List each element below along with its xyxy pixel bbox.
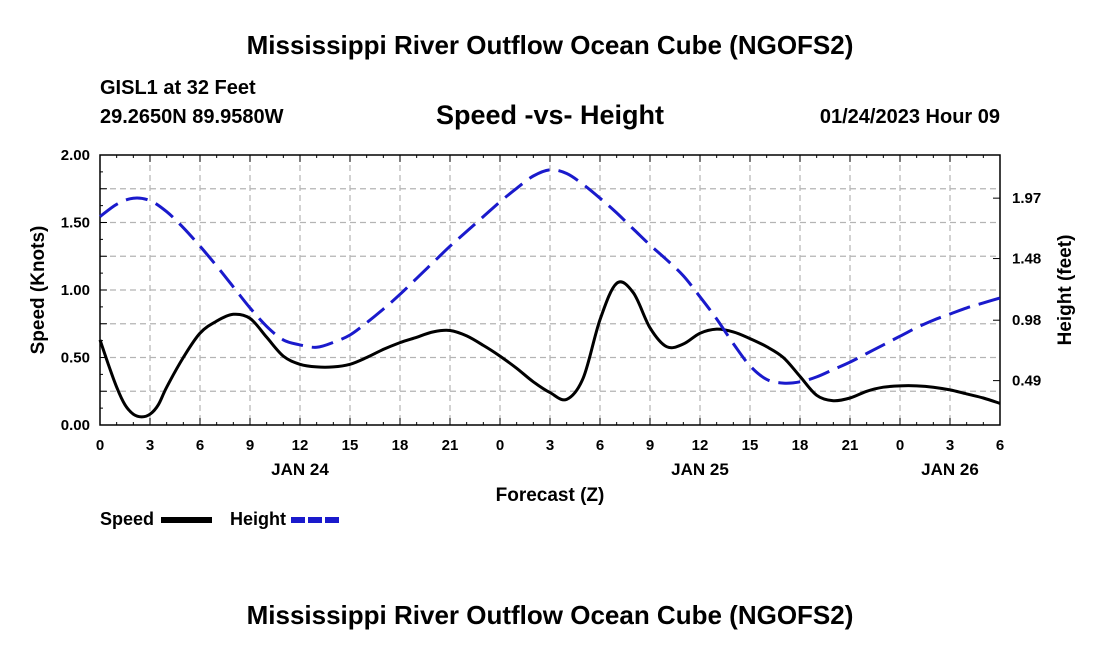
y2-tick-label: 0.49 bbox=[1012, 373, 1041, 390]
date-label: JAN 26 bbox=[921, 460, 979, 479]
series-line-height bbox=[99, 168, 1001, 385]
x-tick-label: 6 bbox=[996, 437, 1004, 454]
date-label: JAN 24 bbox=[271, 460, 329, 479]
y-tick-label: 0.50 bbox=[61, 350, 90, 367]
x-tick-label: 18 bbox=[792, 437, 809, 454]
date-label: JAN 25 bbox=[671, 460, 729, 479]
station-name: GISL1 at 32 Feet bbox=[100, 77, 256, 99]
forecast-time: 01/24/2023 Hour 09 bbox=[819, 106, 1000, 128]
page-title-repeat: Mississippi River Outflow Ocean Cube (NG… bbox=[246, 600, 854, 630]
x-tick-label: 0 bbox=[96, 437, 104, 454]
x-tick-label: 15 bbox=[342, 437, 359, 454]
y2-tick-label: 1.48 bbox=[1012, 251, 1041, 268]
legend-speed-label: Speed bbox=[100, 509, 155, 529]
y2-tick-label: 0.98 bbox=[1012, 312, 1041, 329]
y-tick-label: 1.50 bbox=[61, 215, 90, 232]
x-tick-label: 3 bbox=[946, 437, 954, 454]
x-tick-label: 18 bbox=[392, 437, 409, 454]
station-coordinates: 29.2650N 89.9580W bbox=[100, 106, 284, 128]
y2-axis-title: Height (feet) bbox=[1055, 235, 1076, 346]
series-line-speed bbox=[98, 280, 1001, 419]
x-tick-label: 9 bbox=[646, 437, 654, 454]
y-tick-label: 1.00 bbox=[61, 282, 90, 299]
x-tick-label: 21 bbox=[842, 437, 859, 454]
x-tick-label: 9 bbox=[246, 437, 254, 454]
x-tick-label: 12 bbox=[292, 437, 309, 454]
x-tick-label: 12 bbox=[692, 437, 709, 454]
legend-height-label: Height bbox=[230, 509, 286, 529]
y-axis-title: Speed (Knots) bbox=[28, 226, 49, 355]
x-tick-label: 3 bbox=[546, 437, 554, 454]
x-tick-label: 21 bbox=[442, 437, 459, 454]
x-tick-label: 6 bbox=[596, 437, 604, 454]
x-tick-label: 6 bbox=[196, 437, 204, 454]
x-tick-label: 15 bbox=[742, 437, 759, 454]
y-tick-label: 2.00 bbox=[61, 147, 90, 164]
x-tick-label: 3 bbox=[146, 437, 154, 454]
page-title: Mississippi River Outflow Ocean Cube (NG… bbox=[246, 30, 854, 60]
x-tick-label: 0 bbox=[496, 437, 504, 454]
y-tick-label: 0.00 bbox=[61, 417, 90, 434]
chart-title: Speed -vs- Height bbox=[435, 100, 665, 130]
x-tick-label: 0 bbox=[896, 437, 904, 454]
x-axis-title: Forecast (Z) bbox=[496, 485, 605, 506]
y2-tick-label: 1.97 bbox=[1012, 190, 1041, 207]
